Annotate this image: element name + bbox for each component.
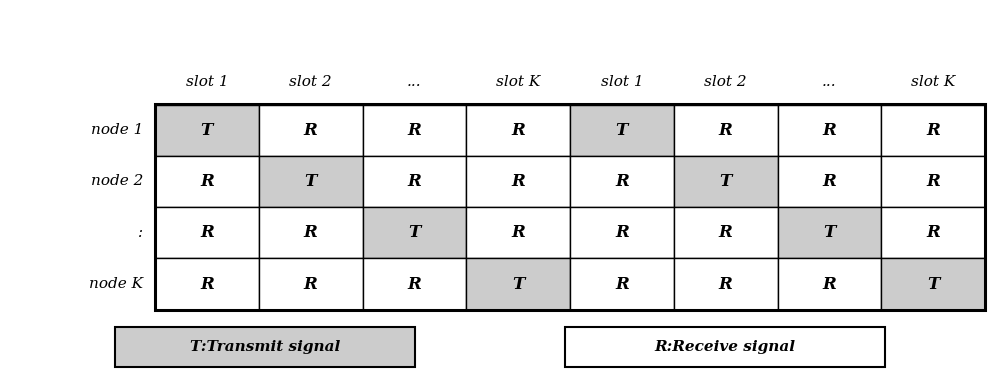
Text: R: R	[822, 276, 836, 293]
Bar	[259, 156, 362, 207]
Bar	[466, 207, 570, 258]
Text: R: R	[926, 224, 940, 241]
Bar	[674, 207, 778, 258]
Bar	[570, 258, 674, 310]
Bar	[155, 105, 259, 156]
Bar	[881, 156, 985, 207]
Text: R: R	[822, 122, 836, 139]
Bar	[259, 258, 362, 310]
Bar	[778, 156, 881, 207]
Text: R: R	[822, 173, 836, 190]
Text: R: R	[304, 122, 318, 139]
Text: R: R	[926, 122, 940, 139]
Bar	[881, 207, 985, 258]
Bar	[570, 207, 674, 258]
Text: R: R	[407, 276, 421, 293]
Text: R: R	[615, 173, 629, 190]
Text: node K: node K	[89, 277, 143, 291]
Bar	[674, 105, 778, 156]
Bar	[570, 156, 674, 207]
Text: slot 2: slot 2	[704, 75, 747, 89]
Text: R: R	[407, 122, 421, 139]
Bar	[778, 258, 881, 310]
Text: T: T	[927, 276, 939, 293]
Text: R: R	[511, 173, 525, 190]
Bar	[259, 207, 362, 258]
Text: R: R	[200, 173, 214, 190]
Text: R: R	[407, 173, 421, 190]
Text: ...: ...	[822, 75, 837, 89]
Bar	[881, 105, 985, 156]
Text: R: R	[304, 276, 318, 293]
Bar	[155, 258, 259, 310]
Text: T: T	[304, 173, 317, 190]
Bar	[674, 258, 778, 310]
Text: ...: ...	[407, 75, 422, 89]
Bar	[570, 105, 674, 156]
Text: T: T	[823, 224, 836, 241]
Text: R: R	[615, 276, 629, 293]
Text: T: T	[201, 122, 213, 139]
Bar	[778, 207, 881, 258]
Text: R:Receive signal: R:Receive signal	[654, 340, 796, 354]
Text: R: R	[511, 224, 525, 241]
Text: R: R	[511, 122, 525, 139]
Bar	[466, 258, 570, 310]
Text: slot K: slot K	[911, 75, 955, 89]
Text: T: T	[512, 276, 524, 293]
Bar	[565, 327, 885, 367]
Bar	[778, 105, 881, 156]
Text: node 1: node 1	[91, 123, 143, 137]
Text: R: R	[304, 224, 318, 241]
Text: R: R	[719, 224, 733, 241]
Bar	[155, 207, 259, 258]
Bar	[362, 156, 466, 207]
Text: T: T	[408, 224, 421, 241]
Text: R: R	[200, 224, 214, 241]
Text: R: R	[200, 276, 214, 293]
Text: T: T	[616, 122, 628, 139]
Bar	[362, 258, 466, 310]
Text: slot 1: slot 1	[601, 75, 643, 89]
Bar	[674, 156, 778, 207]
Bar	[155, 156, 259, 207]
Bar	[881, 258, 985, 310]
Bar	[362, 207, 466, 258]
Text: R: R	[719, 276, 733, 293]
Text: :: :	[138, 226, 143, 240]
Bar	[362, 105, 466, 156]
Text: T: T	[719, 173, 732, 190]
Text: slot 2: slot 2	[289, 75, 332, 89]
Text: T:Transmit signal: T:Transmit signal	[190, 340, 340, 354]
Bar	[115, 327, 415, 367]
Bar	[259, 105, 362, 156]
Text: R: R	[615, 224, 629, 241]
Bar	[466, 105, 570, 156]
Text: slot 1: slot 1	[186, 75, 228, 89]
Text: R: R	[719, 122, 733, 139]
Text: slot K: slot K	[496, 75, 540, 89]
Text: node 2: node 2	[91, 174, 143, 188]
Bar	[466, 156, 570, 207]
Text: R: R	[926, 173, 940, 190]
Bar	[155, 105, 985, 310]
